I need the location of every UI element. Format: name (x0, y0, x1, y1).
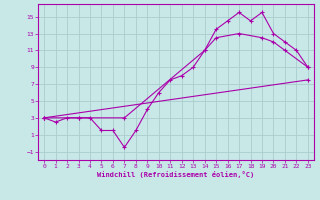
X-axis label: Windchill (Refroidissement éolien,°C): Windchill (Refroidissement éolien,°C) (97, 171, 255, 178)
